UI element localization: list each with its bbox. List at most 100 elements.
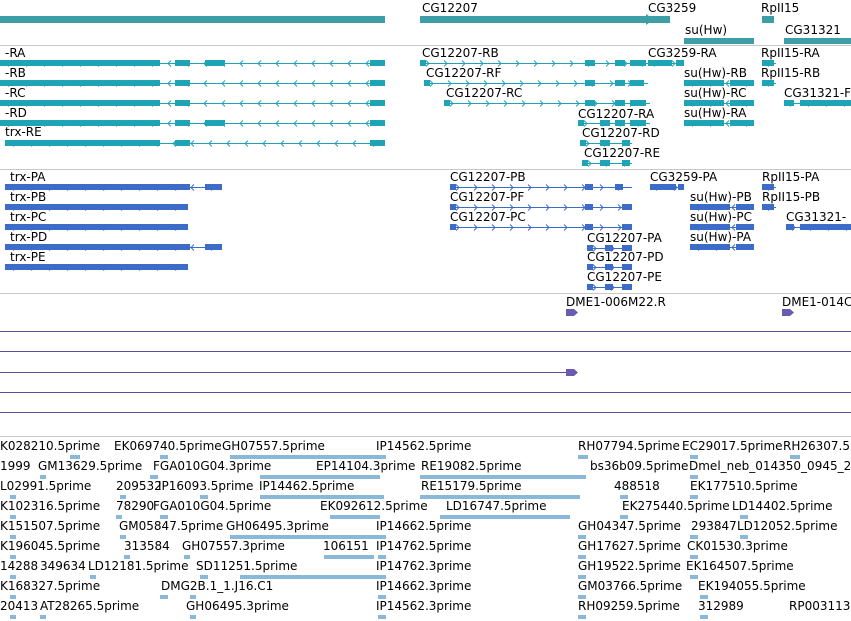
transcript-row[interactable]: trx-PC: [5, 210, 188, 231]
est-bar[interactable]: [230, 535, 380, 539]
transcript-label[interactable]: RpII15-RA: [761, 46, 820, 60]
est-bar[interactable]: [620, 495, 628, 499]
transcript-label[interactable]: CG12207-RE: [584, 146, 660, 160]
est-label[interactable]: RE19082.5prime: [421, 459, 522, 473]
transcript-label[interactable]: CG12207-PA: [587, 231, 663, 245]
transcript-row[interactable]: su(Hw)-RC: [684, 86, 754, 107]
transcript-row[interactable]: CG12207-PB: [450, 170, 632, 191]
est-label[interactable]: EK194055.5prime: [698, 579, 806, 593]
transcript-row[interactable]: CG12207-PF: [450, 190, 632, 211]
est-label[interactable]: SD11251.5prime: [196, 559, 297, 573]
est-label[interactable]: GH17627.5prime: [578, 539, 681, 553]
est-label[interactable]: GM05847.5prime: [119, 519, 223, 533]
est-bar[interactable]: [184, 555, 190, 559]
est-label[interactable]: IP14462.5prime: [259, 479, 354, 493]
transcript-label[interactable]: CG12207-PE: [587, 270, 662, 284]
est-label[interactable]: 14288: [0, 559, 38, 573]
est-label[interactable]: LD14402.5prime: [732, 499, 833, 513]
est-label[interactable]: IP14662.5prime: [376, 519, 471, 533]
est-bar[interactable]: [10, 595, 16, 599]
est-label[interactable]: IP14562.3prime: [376, 599, 471, 613]
transcript-row[interactable]: su(Hw)-RA: [684, 106, 754, 127]
est-label[interactable]: FGA010G04.5prime: [153, 499, 271, 513]
oligo-label[interactable]: DME1-014C: [782, 295, 851, 309]
transcript-row[interactable]: su(Hw)-RB: [684, 66, 754, 87]
est-bar[interactable]: [790, 455, 800, 459]
est-label[interactable]: EC29017.5prime: [682, 439, 783, 453]
transcript-row[interactable]: -RB: [0, 66, 385, 87]
est-bar[interactable]: [740, 515, 748, 519]
transcript-row[interactable]: trx-PB: [5, 190, 188, 211]
est-label[interactable]: EK177510.5prime: [690, 479, 798, 493]
est-label[interactable]: GH06495.3prime: [226, 519, 329, 533]
transcript-label[interactable]: CG12207-RF: [426, 66, 502, 80]
transcript-label[interactable]: su(Hw)-PC: [690, 210, 752, 224]
est-bar[interactable]: [378, 595, 386, 599]
est-bar[interactable]: [578, 595, 586, 599]
est-label[interactable]: AT28265.5prime: [40, 599, 139, 613]
transcript-row[interactable]: CG12207-PC: [450, 210, 632, 231]
est-label[interactable]: bs36b09.5prime: [590, 459, 688, 473]
oligo-mark[interactable]: [782, 309, 794, 316]
est-label[interactable]: IP14762.3prime: [376, 559, 471, 573]
transcript-row[interactable]: CG12207-PD: [587, 250, 664, 271]
est-label[interactable]: IP14562.5prime: [376, 439, 471, 453]
est-label[interactable]: CK01530.3prime: [687, 539, 788, 553]
est-bar[interactable]: [116, 515, 122, 519]
est-label[interactable]: 349634: [40, 559, 86, 573]
est-bar[interactable]: [690, 455, 698, 459]
est-bar[interactable]: [324, 555, 374, 559]
gene-label-cg31321[interactable]: CG31321: [785, 23, 841, 37]
est-bar[interactable]: [10, 555, 16, 559]
est-label[interactable]: EK164507.5prime: [686, 559, 794, 573]
est-label[interactable]: LD12052.5prime: [737, 519, 838, 533]
transcript-label[interactable]: CG3259-RA: [648, 46, 717, 60]
transcript-label[interactable]: trx-PD: [10, 230, 47, 244]
est-bar[interactable]: [690, 495, 698, 499]
est-bar[interactable]: [440, 515, 570, 519]
est-label[interactable]: RE15179.5prime: [421, 479, 522, 493]
est-label[interactable]: IP16093.5prime: [158, 479, 253, 493]
est-label[interactable]: RH07794.5prime: [578, 439, 680, 453]
est-label[interactable]: 293847: [691, 519, 737, 533]
est-bar[interactable]: [690, 535, 698, 539]
transcript-row[interactable]: CG12207-RB: [420, 46, 650, 67]
transcript-label[interactable]: -RA: [5, 46, 26, 60]
est-bar[interactable]: [190, 615, 196, 619]
est-bar[interactable]: [580, 475, 586, 479]
est-label[interactable]: RH09259.5prime: [578, 599, 680, 613]
transcript-label[interactable]: CG12207-RA: [578, 107, 655, 121]
transcript-label[interactable]: -RB: [5, 66, 26, 80]
gene-bar-cg31321[interactable]: [784, 38, 851, 44]
est-bar[interactable]: [420, 495, 580, 499]
est-label[interactable]: K028210.5prime: [0, 439, 100, 453]
transcript-row[interactable]: CG12207-RF: [424, 66, 648, 87]
est-label[interactable]: RP003113712.: [789, 599, 851, 613]
transcript-row[interactable]: CG12207-RC: [444, 86, 650, 107]
gene-label-cg12207[interactable]: CG12207: [422, 1, 478, 15]
transcript-row[interactable]: su(Hw)-PA: [690, 230, 754, 251]
transcript-row[interactable]: CG31321-: [786, 210, 851, 231]
transcript-row[interactable]: su(Hw)-PB: [690, 190, 754, 211]
transcript-row[interactable]: trx-PA: [5, 170, 222, 191]
est-bar[interactable]: [150, 475, 158, 479]
transcript-row[interactable]: trx-PD: [5, 230, 222, 251]
est-label[interactable]: 312989: [698, 599, 744, 613]
transcript-row[interactable]: RpII15-PA: [762, 170, 820, 191]
oligo-mark[interactable]: [566, 309, 578, 316]
transcript-label[interactable]: trx-PB: [10, 190, 46, 204]
transcript-label[interactable]: -RC: [5, 86, 25, 100]
est-bar[interactable]: [378, 535, 386, 539]
est-label[interactable]: EK069740.5prime: [114, 439, 222, 453]
est-bar[interactable]: [690, 555, 698, 559]
est-bar[interactable]: [120, 495, 126, 499]
est-label[interactable]: FGA010G04.3prime: [153, 459, 271, 473]
est-bar[interactable]: [230, 455, 380, 459]
est-label[interactable]: GM13629.5prime: [38, 459, 142, 473]
est-label[interactable]: DMG2B.1_1.J16.C1: [161, 579, 273, 593]
est-label[interactable]: IP14762.5prime: [376, 539, 471, 553]
est-label[interactable]: K102316.5prime: [0, 499, 100, 513]
est-label[interactable]: 106151: [323, 539, 369, 553]
gene-label-rpii15[interactable]: RpII15: [761, 1, 799, 15]
est-label[interactable]: GH06495.3prime: [186, 599, 289, 613]
